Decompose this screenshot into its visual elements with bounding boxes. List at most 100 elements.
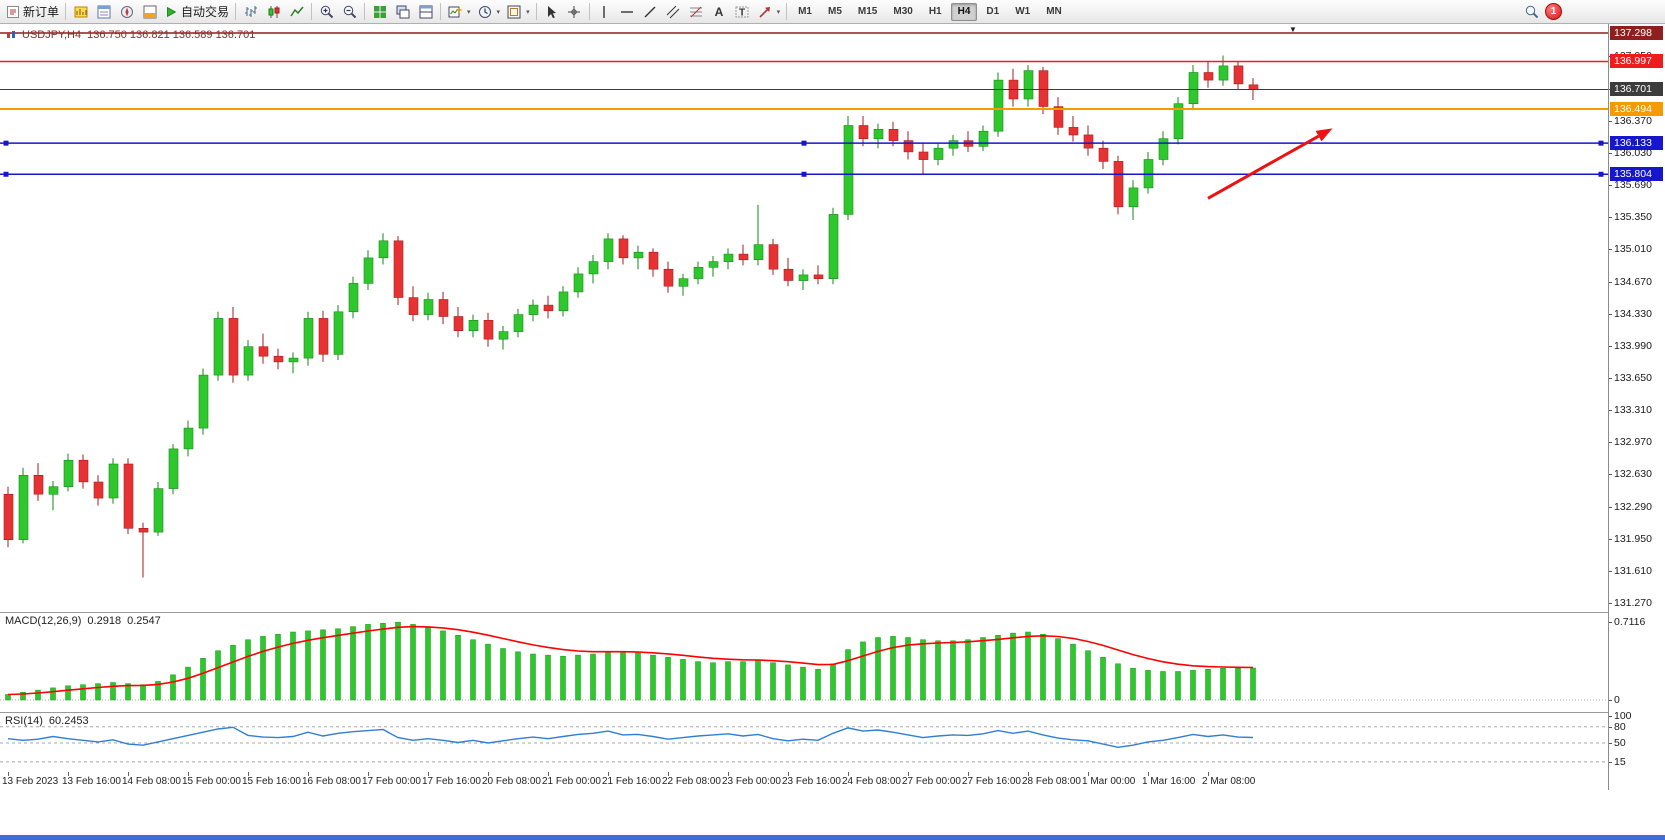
macd-bar <box>185 666 191 701</box>
notification-badge[interactable]: 1 <box>1545 3 1562 20</box>
timeframe-button-m5[interactable]: M5 <box>828 6 842 17</box>
toolbar-separator <box>588 3 590 20</box>
cursor-button[interactable] <box>540 2 563 22</box>
data-window-button[interactable] <box>92 2 115 22</box>
rsi-pane-svg[interactable] <box>0 712 1608 772</box>
macd-bar <box>380 623 386 701</box>
candle-body <box>33 474 44 495</box>
macd-bar <box>125 683 131 701</box>
candle-body <box>183 427 194 450</box>
rsi-scale-label: 100 <box>1614 710 1632 722</box>
candle-body <box>888 129 899 141</box>
text-label-button[interactable]: T <box>731 2 754 22</box>
horizontal-line-button[interactable] <box>616 2 639 22</box>
macd-bar <box>740 661 746 701</box>
macd-bar <box>1055 638 1061 701</box>
price-axis-label: 134.330 <box>1614 307 1652 320</box>
chart-shift-marker[interactable]: ▼ <box>1289 25 1297 34</box>
zoom-in-button[interactable] <box>315 2 338 22</box>
macd-bar <box>470 639 476 701</box>
macd-bar <box>290 631 296 701</box>
macd-bar <box>785 664 791 701</box>
trendline-button[interactable] <box>639 2 662 22</box>
line-handle[interactable] <box>3 140 9 146</box>
channel-button[interactable] <box>662 2 685 22</box>
line-chart-button[interactable] <box>285 2 308 22</box>
channel-icon <box>666 5 680 18</box>
crosshair-button[interactable] <box>563 2 586 22</box>
timeframe-button-m30[interactable]: M30 <box>893 6 913 17</box>
rsi-line <box>7 726 1254 749</box>
new-order-button[interactable]: 新订单 <box>3 2 62 22</box>
trend-arrow-head[interactable] <box>1315 128 1333 142</box>
trend-arrow-line[interactable] <box>1207 134 1320 200</box>
macd-pane-splitter[interactable] <box>0 612 1665 613</box>
tile-windows-button[interactable] <box>368 2 391 22</box>
rsi-pane-splitter[interactable] <box>0 712 1665 713</box>
candle-body <box>693 267 704 279</box>
line-handle[interactable] <box>801 171 807 177</box>
arrow-objects-button[interactable]: ▾ <box>754 2 784 22</box>
candle-body <box>633 251 644 259</box>
timeframe-button-h4[interactable]: H4 <box>950 2 978 21</box>
candlestick-chart-button[interactable] <box>262 2 285 22</box>
time-axis-label: 13 Feb 16:00 <box>62 776 121 787</box>
timeframe-button-d1[interactable]: D1 <box>986 6 1000 17</box>
toolbar-separator <box>311 3 313 20</box>
chart-template-button[interactable]: ▾ <box>503 2 533 22</box>
clock-icon <box>478 5 491 18</box>
chart-period-button[interactable]: ▾ <box>474 2 504 22</box>
cascade-windows-icon <box>396 5 410 18</box>
new-order-icon <box>7 5 19 18</box>
macd-bar <box>35 689 41 701</box>
main-chart-svg[interactable] <box>0 24 1608 612</box>
arrow-object-icon <box>759 6 770 18</box>
candle-body <box>63 459 74 488</box>
zoom-out-button[interactable] <box>338 2 361 22</box>
timeframe-button-w1[interactable]: W1 <box>1015 6 1031 17</box>
macd-bar <box>755 660 761 701</box>
time-axis-label: 1 Mar 16:00 <box>1142 776 1196 787</box>
market-watch-button[interactable] <box>69 2 92 22</box>
macd-bar <box>1115 663 1121 701</box>
rsi-scale-label: 15 <box>1614 755 1626 768</box>
tile-horizontal-button[interactable] <box>414 2 437 22</box>
timeframe-button-mn[interactable]: MN <box>1046 6 1062 17</box>
bar-chart-button[interactable] <box>239 2 262 22</box>
macd-bar <box>680 659 686 701</box>
line-handle[interactable] <box>1598 171 1604 177</box>
terminal-button[interactable] <box>138 2 161 22</box>
new-chart-button[interactable]: ▾ <box>444 2 474 22</box>
macd-bar <box>635 652 641 701</box>
line-handle[interactable] <box>3 171 9 177</box>
axis-tick-mark <box>1609 474 1612 476</box>
line-handle[interactable] <box>1598 140 1604 146</box>
macd-pane-svg[interactable] <box>0 612 1608 712</box>
axis-tick-mark <box>1609 761 1612 763</box>
candle-body <box>723 253 734 263</box>
text-tool-button[interactable]: A <box>708 2 731 22</box>
line-handle[interactable] <box>801 140 807 146</box>
price-level-badge-136.701: 136.701 <box>1610 82 1663 97</box>
axis-tick-mark <box>1609 217 1612 219</box>
price-axis[interactable]: 137.050136.710136.370136.030135.690135.3… <box>1608 24 1665 790</box>
timeframe-button-m15[interactable]: M15 <box>857 6 878 17</box>
axis-tick-mark <box>1609 716 1612 717</box>
autotrade-button[interactable]: 自动交易 <box>161 2 232 22</box>
macd-bar <box>770 662 776 701</box>
time-axis[interactable]: 13 Feb 2023 13 Feb 16:00 14 Feb 08:00 15 Fe… <box>0 772 1608 790</box>
fibonacci-button[interactable] <box>685 2 708 22</box>
timeframe-button-m1[interactable]: M1 <box>798 6 812 17</box>
candle-body <box>1083 134 1094 149</box>
macd-bar <box>5 694 11 701</box>
time-tick-mark <box>1148 772 1149 776</box>
cascade-windows-button[interactable] <box>391 2 414 22</box>
timeframe-button-h1[interactable]: H1 <box>928 6 942 17</box>
candle-body <box>753 244 764 261</box>
crosshair-icon <box>568 5 581 18</box>
vertical-line-button[interactable] <box>593 2 616 22</box>
candle-body <box>738 253 749 261</box>
navigator-button[interactable] <box>115 2 138 22</box>
candle-body <box>1233 65 1244 85</box>
search-button[interactable] <box>1520 2 1543 22</box>
